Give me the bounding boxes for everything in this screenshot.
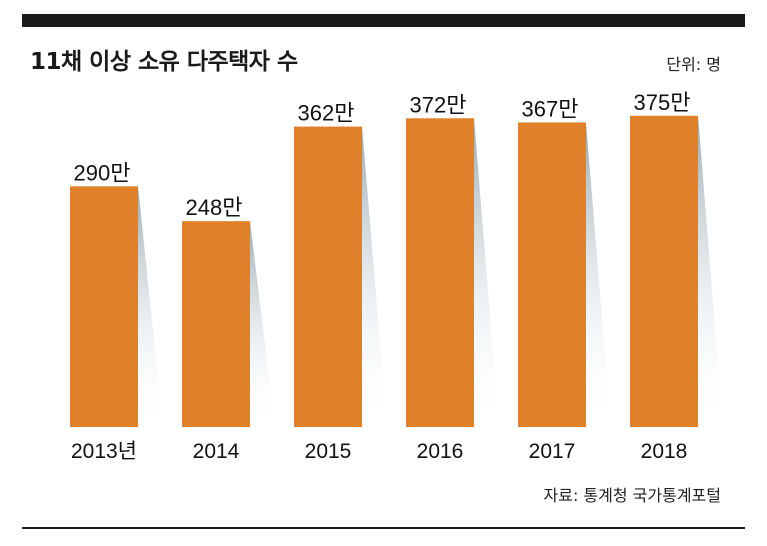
category-label: 2016 [417, 440, 464, 463]
source-note: 자료: 통계청 국가통계포털 [543, 486, 721, 505]
bar-2015 [294, 126, 362, 427]
category-label: 2018 [641, 440, 688, 463]
bar-2014 [182, 221, 250, 427]
category-labels: 2013년 2014 2015 2016 2017 2018 [71, 440, 687, 463]
chart-title: 11채 이상 소유 다주택자 수 [30, 49, 298, 75]
bar-2017 [518, 122, 586, 427]
category-label: 2013년 [71, 440, 137, 463]
bar-shadow [698, 115, 723, 427]
value-label: 372만 [410, 92, 467, 117]
bar-shadow [250, 221, 275, 427]
bar-shadows [138, 115, 723, 427]
bar-shadow [138, 186, 163, 427]
value-label: 248만 [186, 195, 243, 220]
bar-2016 [406, 118, 474, 427]
value-label: 367만 [522, 96, 579, 121]
value-labels: 290만 248만 362만 372만 367만 375만 [74, 90, 691, 220]
bottom-rule [22, 527, 745, 529]
unit-label: 단위: 명 [666, 55, 721, 74]
value-label: 290만 [74, 160, 131, 185]
top-rule [22, 14, 745, 27]
bar-shadow [362, 126, 387, 427]
bar-shadow [586, 122, 611, 427]
category-label: 2017 [529, 440, 576, 463]
bars [70, 115, 698, 427]
category-label: 2014 [193, 440, 240, 463]
bar-2018 [630, 115, 698, 427]
bar-2013년 [70, 186, 138, 427]
bar-shadow [474, 118, 499, 427]
category-label: 2015 [305, 440, 352, 463]
value-label: 375만 [634, 90, 691, 115]
value-label: 362만 [298, 101, 355, 126]
